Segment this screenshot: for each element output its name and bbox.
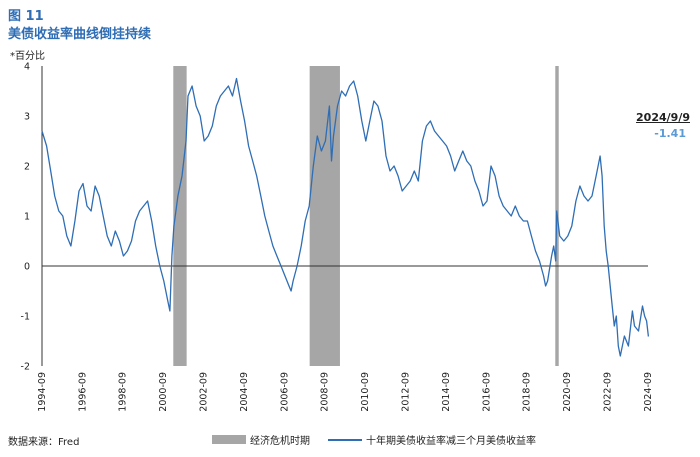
- latest-value-annotation: -1.41: [654, 127, 686, 140]
- x-tick-label-15: 2024-09: [643, 372, 654, 412]
- legend: 经济危机时期 十年期美债收益率减三个月美债收益率: [212, 432, 536, 447]
- x-tick-label-3: 2000-09: [158, 372, 169, 412]
- x-tick-label-1: 1996-09: [77, 372, 88, 412]
- recession-band-1: [173, 66, 187, 366]
- y-tick-label-1: 3: [24, 112, 30, 123]
- y-tick-label-0: 4: [24, 62, 30, 73]
- x-tick-label-14: 2022-09: [603, 372, 614, 412]
- y-tick-label-2: 2: [24, 162, 30, 173]
- x-tick-label-6: 2006-09: [279, 372, 290, 412]
- series-layer: [41, 77, 650, 357]
- recession-bands: [173, 66, 559, 366]
- latest-date-annotation: 2024/9/9: [636, 111, 690, 124]
- x-tick-label-2: 1998-09: [118, 372, 129, 412]
- axes: [41, 66, 648, 366]
- x-tick-label-10: 2014-09: [441, 372, 452, 412]
- recession-band-2: [309, 66, 340, 366]
- series-line-1: [41, 77, 650, 357]
- y-tick-label-6: -2: [21, 362, 30, 373]
- x-tick-label-11: 2016-09: [481, 372, 492, 412]
- y-axis-unit-label: *百分比: [10, 51, 45, 62]
- x-tick-label-5: 2004-09: [239, 372, 250, 412]
- x-tick-label-13: 2020-09: [562, 372, 573, 412]
- y-tick-label-4: 0: [24, 262, 30, 273]
- x-tick-label-9: 2012-09: [401, 372, 412, 412]
- figure-label: 图 11: [8, 9, 44, 24]
- legend-label-series: 十年期美债收益率减三个月美债收益率: [366, 436, 536, 447]
- y-tick-label-5: -1: [21, 312, 30, 323]
- chart-title: 美债收益率曲线倒挂持续: [8, 27, 152, 42]
- data-source: 数据来源：Fred: [8, 437, 80, 448]
- legend-swatch-series: [328, 438, 362, 441]
- x-tick-label-4: 2002-09: [199, 372, 210, 412]
- legend-swatch-recession: [212, 435, 246, 444]
- y-tick-label-3: 1: [24, 212, 30, 223]
- x-tick-label-12: 2018-09: [522, 372, 533, 412]
- x-tick-label-8: 2010-09: [360, 372, 371, 412]
- x-tick-label-0: 1994-09: [37, 372, 48, 412]
- x-tick-label-7: 2008-09: [320, 372, 331, 412]
- tick-labels: 4 3 2 1 0 -1 -2 1994-09 1996-09 1998-09 2000-09 200…: [21, 62, 654, 412]
- legend-label-recession: 经济危机时期: [250, 436, 310, 447]
